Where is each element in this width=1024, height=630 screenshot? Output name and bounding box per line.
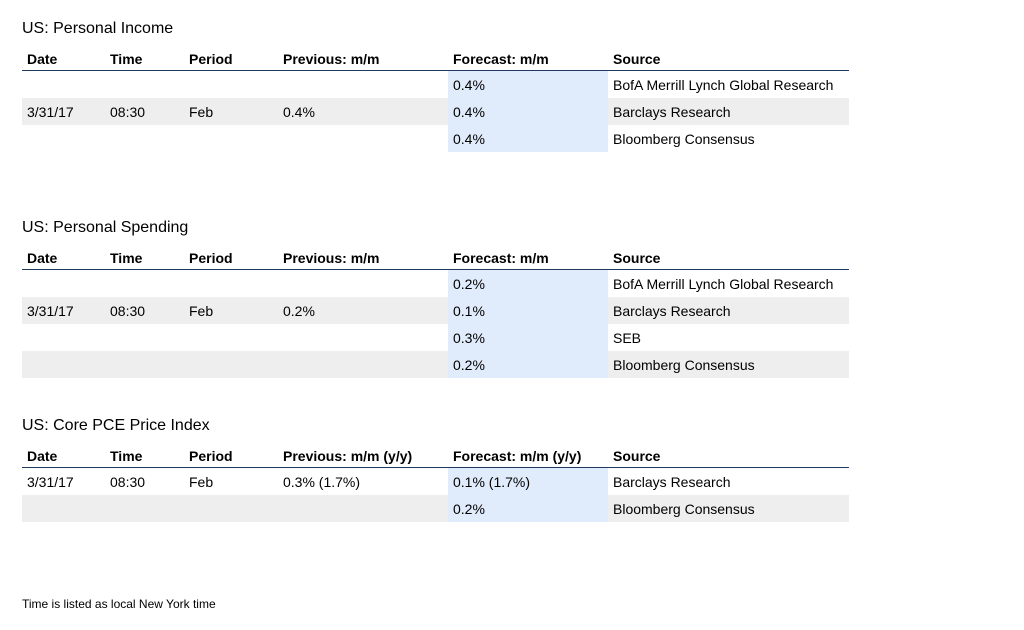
col-header-previous: Previous: m/m — [278, 51, 448, 71]
col-header-forecast: Forecast: m/m — [448, 51, 608, 71]
cell-period: Feb — [189, 473, 214, 490]
col-header-time: Time — [105, 448, 184, 468]
table-row: 0.2% BofA Merrill Lynch Global Research — [22, 269, 849, 298]
cell-forecast: 0.1% (1.7%) — [448, 467, 608, 495]
col-header-date: Date — [22, 250, 105, 270]
cell-source: BofA Merrill Lynch Global Research — [613, 275, 834, 292]
cell-date — [22, 351, 105, 378]
table-row: 0.3% SEB — [22, 324, 849, 351]
personal-income-section: US: Personal Income Date Time Period Pre… — [22, 20, 849, 152]
cell-source: Bloomberg Consensus — [613, 130, 755, 147]
col-header-time: Time — [105, 51, 184, 71]
cell-period — [184, 351, 278, 378]
cell-previous — [278, 270, 448, 298]
header-row: Date Time Period Previous: m/m (y/y) For… — [22, 448, 849, 468]
cell-time: 08:30 — [105, 297, 184, 324]
col-header-previous: Previous: m/m — [278, 250, 448, 270]
cell-previous — [278, 495, 448, 522]
section-title: US: Personal Income — [22, 20, 174, 37]
table-row: 0.4% Bloomberg Consensus — [22, 125, 849, 152]
cell-period: Feb — [184, 98, 278, 125]
col-header-forecast: Forecast: m/m (y/y) — [448, 448, 608, 468]
cell-period — [184, 270, 278, 298]
cell-forecast: 0.4% — [448, 70, 608, 98]
table-row: 0.2% Bloomberg Consensus — [22, 351, 849, 378]
footnote: Time is listed as local New York time — [22, 597, 216, 611]
cell-time — [105, 324, 184, 351]
cell-source: BofA Merrill Lynch Global Research — [613, 76, 834, 93]
cell-date — [22, 324, 105, 351]
col-header-source: Source — [608, 448, 849, 468]
header-row: Date Time Period Previous: m/m Forecast:… — [22, 250, 849, 270]
cell-previous: 0.2% — [278, 297, 448, 324]
cell-time — [105, 71, 184, 99]
col-header-previous: Previous: m/m (y/y) — [278, 448, 448, 468]
table-row: 0.4% BofA Merrill Lynch Global Research — [22, 70, 849, 99]
col-header-period: Period — [184, 51, 278, 71]
cell-date — [22, 71, 105, 99]
cell-date — [22, 270, 105, 298]
col-header-forecast: Forecast: m/m — [448, 250, 608, 270]
table-row: 0.2% Bloomberg Consensus — [22, 495, 849, 522]
col-header-source: Source — [608, 250, 849, 270]
cell-time: 08:30 — [110, 473, 146, 490]
table-row: 3/31/17 08:30 Feb 0.2% 0.1% Barclays Res… — [22, 297, 849, 324]
cell-date: 3/31/17 — [22, 98, 105, 125]
col-header-period: Period — [184, 448, 278, 468]
table-row: 3/31/17 08:30 Feb 0.3% (1.7%) 0.1% (1.7%… — [22, 467, 849, 495]
cell-previous: 0.4% — [278, 98, 448, 125]
personal-income-table: Date Time Period Previous: m/m Forecast:… — [22, 51, 849, 152]
cell-forecast: 0.4% — [448, 98, 608, 125]
cell-time — [105, 351, 184, 378]
cell-forecast: 0.2% — [448, 351, 608, 378]
section-title: US: Personal Spending — [22, 219, 189, 236]
table-row: 3/31/17 08:30 Feb 0.4% 0.4% Barclays Res… — [22, 98, 849, 125]
cell-forecast: 0.2% — [448, 495, 608, 522]
cell-source: Bloomberg Consensus — [608, 351, 849, 378]
personal-spending-section: US: Personal Spending Date Time Period P… — [22, 219, 849, 378]
cell-date — [22, 125, 105, 152]
cell-source: Barclays Research — [613, 473, 731, 490]
cell-period: Feb — [184, 297, 278, 324]
personal-spending-table: Date Time Period Previous: m/m Forecast:… — [22, 250, 849, 378]
cell-previous: 0.3% (1.7%) — [283, 473, 361, 490]
cell-period — [184, 495, 278, 522]
core-pce-table: Date Time Period Previous: m/m (y/y) For… — [22, 448, 849, 522]
cell-previous — [278, 351, 448, 378]
cell-source: Bloomberg Consensus — [608, 495, 849, 522]
section-title: US: Core PCE Price Index — [22, 417, 210, 434]
cell-forecast: 0.3% — [448, 324, 608, 351]
cell-period — [184, 71, 278, 99]
cell-date: 3/31/17 — [27, 473, 74, 490]
cell-forecast: 0.1% — [448, 297, 608, 324]
col-header-period: Period — [184, 250, 278, 270]
col-header-date: Date — [22, 448, 105, 468]
cell-period — [184, 125, 278, 152]
cell-time: 08:30 — [105, 98, 184, 125]
cell-date: 3/31/17 — [22, 297, 105, 324]
cell-period — [184, 324, 278, 351]
col-header-source: Source — [608, 51, 849, 71]
cell-time — [105, 125, 184, 152]
cell-previous — [278, 71, 448, 99]
cell-time — [105, 495, 184, 522]
core-pce-section: US: Core PCE Price Index Date Time Perio… — [22, 417, 849, 522]
cell-source: SEB — [613, 329, 642, 346]
cell-previous — [278, 324, 448, 351]
cell-source: Barclays Research — [608, 297, 849, 324]
col-header-time: Time — [105, 250, 184, 270]
cell-forecast: 0.2% — [448, 269, 608, 297]
cell-time — [105, 270, 184, 298]
header-row: Date Time Period Previous: m/m Forecast:… — [22, 51, 849, 71]
cell-previous — [278, 125, 448, 152]
cell-forecast: 0.4% — [448, 125, 608, 152]
col-header-date: Date — [22, 51, 105, 71]
cell-date — [22, 495, 105, 522]
cell-source: Barclays Research — [608, 98, 849, 125]
